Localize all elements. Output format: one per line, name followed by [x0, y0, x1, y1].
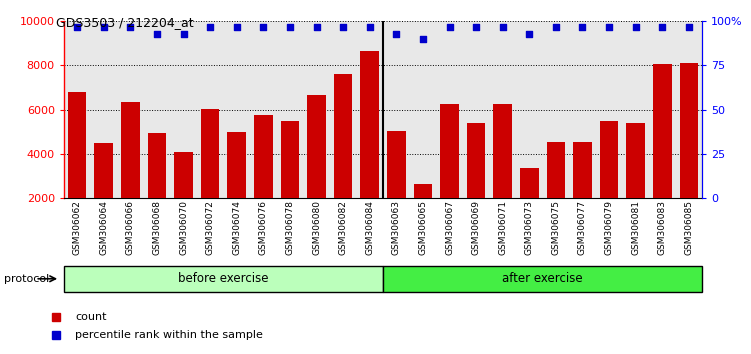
Point	[98, 24, 110, 29]
Point	[125, 24, 137, 29]
Bar	[121, 102, 140, 242]
Point	[629, 24, 641, 29]
Bar	[201, 109, 219, 242]
Point	[550, 24, 562, 29]
Point	[391, 31, 403, 36]
Bar	[148, 133, 166, 242]
Point	[417, 36, 429, 42]
Bar	[360, 51, 379, 242]
Bar	[547, 142, 566, 242]
Point	[284, 24, 296, 29]
Text: before exercise: before exercise	[178, 272, 269, 285]
Text: count: count	[75, 312, 107, 322]
Bar	[467, 123, 485, 242]
Point	[577, 24, 589, 29]
Bar	[333, 74, 352, 242]
Bar	[653, 64, 671, 242]
Bar	[600, 121, 618, 242]
Bar	[626, 123, 645, 242]
Text: protocol: protocol	[4, 274, 49, 284]
Bar	[174, 152, 193, 242]
Bar	[387, 131, 406, 242]
Bar	[68, 92, 86, 242]
Bar	[440, 104, 459, 242]
Bar	[573, 142, 592, 242]
Text: GDS3503 / 212204_at: GDS3503 / 212204_at	[56, 16, 194, 29]
Point	[656, 24, 668, 29]
Point	[71, 24, 83, 29]
Bar	[680, 63, 698, 242]
Point	[523, 31, 535, 36]
Bar	[228, 132, 246, 242]
Point	[337, 24, 349, 29]
Point	[231, 24, 243, 29]
Point	[258, 24, 270, 29]
Bar	[64, 266, 383, 292]
Bar	[414, 184, 433, 242]
Point	[444, 24, 456, 29]
Bar	[493, 104, 512, 242]
Point	[151, 31, 163, 36]
Point	[177, 31, 189, 36]
Point	[204, 24, 216, 29]
Text: after exercise: after exercise	[502, 272, 583, 285]
Bar	[520, 169, 538, 242]
Bar	[95, 143, 113, 242]
Point	[363, 24, 376, 29]
Point	[603, 24, 615, 29]
Point	[496, 24, 508, 29]
Bar	[281, 121, 299, 242]
Text: percentile rank within the sample: percentile rank within the sample	[75, 330, 263, 339]
Point	[310, 24, 322, 29]
Point	[683, 24, 695, 29]
Bar	[383, 266, 702, 292]
Bar	[307, 95, 326, 242]
Bar	[254, 115, 273, 242]
Point	[470, 24, 482, 29]
